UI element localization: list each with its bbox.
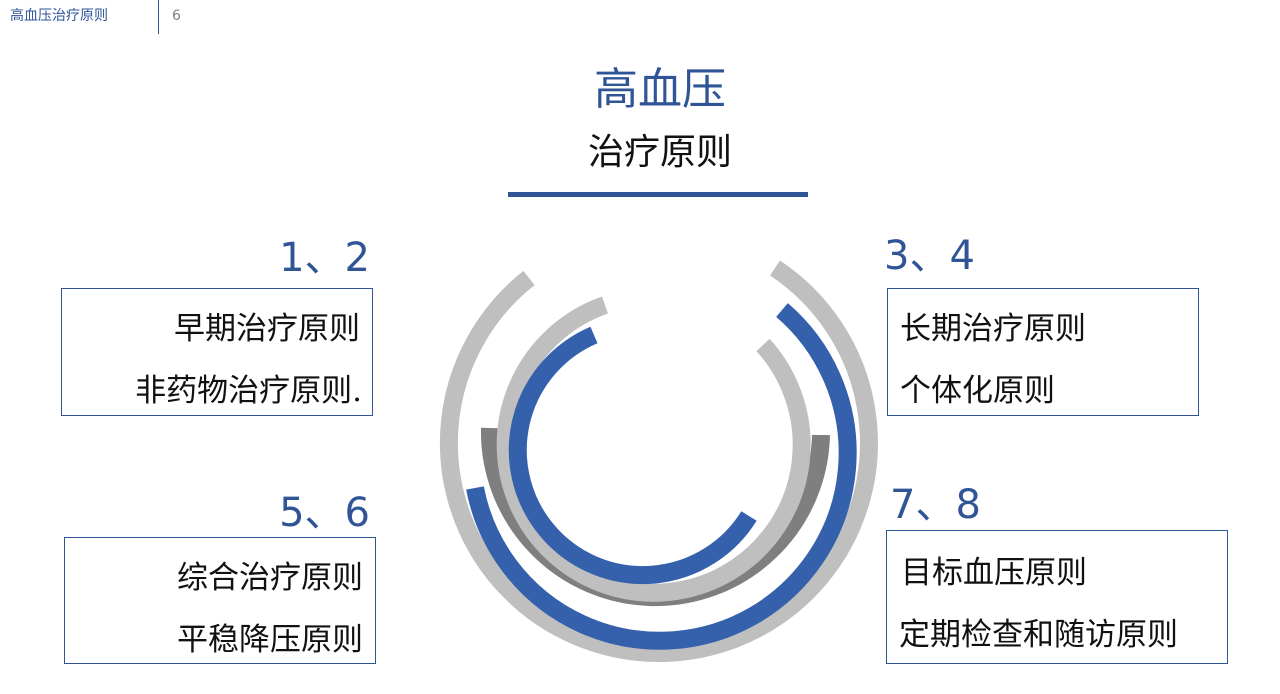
group-3-4-line-1: 长期治疗原则	[900, 311, 1086, 347]
page-number: 6	[172, 8, 181, 24]
group-7-8-line-2: 定期检查和随访原则	[899, 617, 1178, 653]
ring-outer-left-gray	[439, 260, 878, 662]
group-7-8-box: 目标血压原则 定期检查和随访原则	[886, 530, 1228, 664]
group-1-2-line-1: 早期治疗原则	[174, 311, 360, 347]
header-divider	[158, 0, 159, 34]
header-title: 高血压治疗原则	[10, 8, 108, 24]
ring-blue-inner	[508, 326, 757, 585]
ring-inner-left-gray	[496, 296, 811, 602]
group-5-6-line-2: 平稳降压原则	[177, 622, 363, 658]
group-7-8-number: 7、8	[890, 482, 981, 528]
group-5-6-line-1: 综合治疗原则	[177, 560, 363, 596]
group-1-2-number: 1、2	[279, 235, 370, 281]
group-1-2-line-2: 非药物治疗原则.	[135, 373, 362, 409]
ring-blue-large	[466, 303, 857, 650]
main-title: 高血压	[594, 64, 726, 115]
group-1-2-box: 早期治疗原则 非药物治疗原则.	[61, 288, 373, 416]
group-5-6-number: 5、6	[279, 490, 370, 536]
sub-title: 治疗原则	[587, 132, 732, 173]
group-3-4-line-2: 个体化原则	[900, 373, 1055, 409]
group-3-4-box: 长期治疗原则 个体化原则	[887, 288, 1199, 416]
group-7-8-line-1: 目标血压原则	[901, 555, 1087, 591]
group-3-4-number: 3、4	[884, 233, 975, 279]
title-underline	[508, 192, 808, 197]
group-5-6-box: 综合治疗原则 平稳降压原则	[64, 537, 376, 664]
